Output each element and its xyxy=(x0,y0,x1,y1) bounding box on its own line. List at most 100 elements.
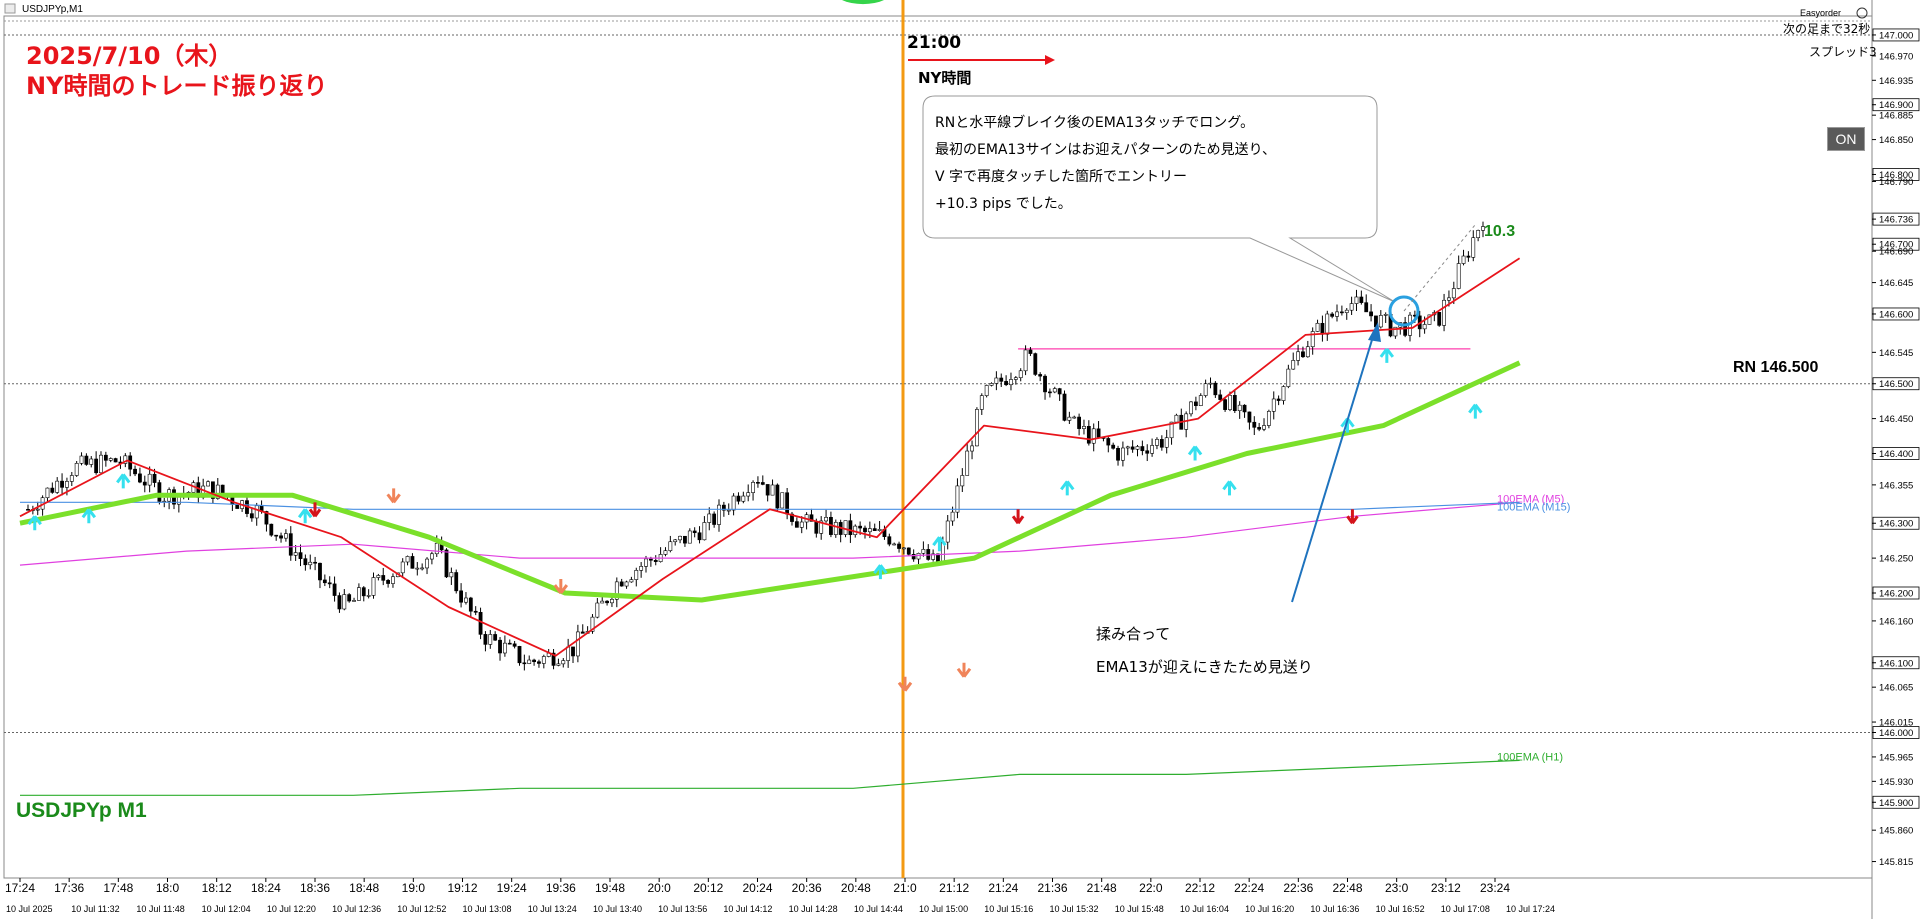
candle-body xyxy=(1310,331,1315,348)
candle-body xyxy=(1301,351,1305,358)
date-tick-label: 10 Jul 13:40 xyxy=(593,904,642,914)
candle-body xyxy=(405,556,410,563)
candle-body xyxy=(1057,388,1062,395)
on-button[interactable]: ON xyxy=(1827,127,1865,151)
session-label: NY時間 xyxy=(918,69,971,87)
candle-body xyxy=(357,587,361,601)
candle-body xyxy=(318,562,322,581)
candle-body xyxy=(867,528,872,533)
candle-body xyxy=(1086,426,1091,444)
candle-body xyxy=(571,646,575,657)
buy-signal-arrow xyxy=(1222,480,1237,496)
candle-body xyxy=(741,495,746,502)
candle-body xyxy=(556,663,561,666)
price-tick-label: 146.400 xyxy=(1879,449,1913,460)
next-bar-timer: 次の足まで32秒 xyxy=(1783,22,1870,36)
candle-body xyxy=(142,481,147,486)
candle-body xyxy=(970,445,974,452)
candle-body xyxy=(931,553,936,560)
candle-body xyxy=(332,583,337,596)
candle-body xyxy=(1223,399,1227,410)
candle-body xyxy=(1456,263,1461,289)
candle-body xyxy=(293,552,298,556)
trade-line xyxy=(1403,224,1476,312)
candle-body xyxy=(746,492,751,497)
candle-body xyxy=(756,482,760,484)
candle-body xyxy=(1442,299,1446,326)
time-tick-label: 19:36 xyxy=(546,881,576,895)
candle-body xyxy=(1043,375,1047,393)
candle-body xyxy=(760,482,765,485)
price-tick-label: 146.015 xyxy=(1879,718,1913,729)
sell-signal-arrow xyxy=(897,676,913,692)
price-tick-label: 146.736 xyxy=(1879,215,1913,226)
candle-body xyxy=(249,513,254,519)
candle-body xyxy=(1062,393,1067,421)
title-date: 2025/7/10（木） xyxy=(26,42,232,70)
help-circle-icon[interactable] xyxy=(1856,7,1868,19)
candle-body xyxy=(1018,370,1023,379)
time-tick-label: 21:36 xyxy=(1037,881,1067,895)
candle-body xyxy=(313,561,318,564)
candle-body xyxy=(1009,379,1013,386)
indicator-line xyxy=(19,501,1520,566)
candle-body xyxy=(1082,426,1086,429)
time-tick-label: 20:12 xyxy=(693,881,723,895)
candle-body xyxy=(765,484,770,496)
date-tick-label: 10 Jul 17:24 xyxy=(1506,904,1555,914)
candle-body xyxy=(1281,386,1286,401)
candle-body xyxy=(1067,416,1072,421)
time-tick-label: 18:48 xyxy=(349,881,379,895)
candle-body xyxy=(1359,296,1364,303)
time-tick-label: 21:24 xyxy=(988,881,1018,895)
candle-body xyxy=(605,600,609,604)
candle-body xyxy=(1135,446,1140,450)
candle-body xyxy=(809,514,814,522)
candle-body xyxy=(113,458,118,463)
candle-body xyxy=(911,554,916,560)
candle-body xyxy=(1252,421,1257,428)
candle-body xyxy=(1174,414,1179,423)
candle-body xyxy=(1447,297,1451,301)
candle-body xyxy=(600,600,605,604)
price-tick-label: 146.970 xyxy=(1879,51,1913,62)
candle-body xyxy=(950,511,955,522)
sell-signal-arrow xyxy=(386,488,401,504)
candle-body xyxy=(1237,404,1242,411)
date-tick-label: 10 Jul 15:00 xyxy=(919,904,968,914)
candle-body xyxy=(717,504,721,525)
candle-body xyxy=(444,549,449,578)
candle-body xyxy=(254,505,259,519)
date-tick-label: 10 Jul 16:04 xyxy=(1180,904,1229,914)
candle-body xyxy=(298,552,303,559)
candle-body xyxy=(1048,391,1052,394)
candle-body xyxy=(1349,303,1354,311)
candle-body xyxy=(386,580,391,584)
candle-body xyxy=(1033,353,1038,375)
candle-body xyxy=(1344,309,1349,313)
candle-body xyxy=(1218,394,1223,400)
candle-body xyxy=(1072,416,1077,419)
price-tick-label: 146.800 xyxy=(1879,170,1913,181)
candle-body xyxy=(366,595,371,597)
candle-body xyxy=(892,543,897,546)
candle-body xyxy=(322,579,327,584)
candle-body xyxy=(50,487,55,493)
buy-signal-arrow xyxy=(1379,347,1395,363)
candle-body xyxy=(726,509,731,512)
price-tick-label: 146.355 xyxy=(1879,480,1913,491)
price-tick-label: 146.000 xyxy=(1879,728,1913,739)
candle-body xyxy=(697,532,702,541)
buy-signal-arrow xyxy=(1060,480,1075,496)
candle-body xyxy=(1383,314,1388,316)
title-subtitle: NY時間のトレード振り返り xyxy=(26,72,327,100)
date-tick-label: 10 Jul 13:08 xyxy=(463,904,512,914)
candle-body xyxy=(897,543,901,549)
candle-body xyxy=(629,579,634,583)
candle-body xyxy=(1247,411,1252,423)
candle-body xyxy=(863,527,867,533)
candle-body xyxy=(284,533,288,539)
candle-body xyxy=(814,521,819,534)
buy-signal-arrow xyxy=(27,515,42,531)
